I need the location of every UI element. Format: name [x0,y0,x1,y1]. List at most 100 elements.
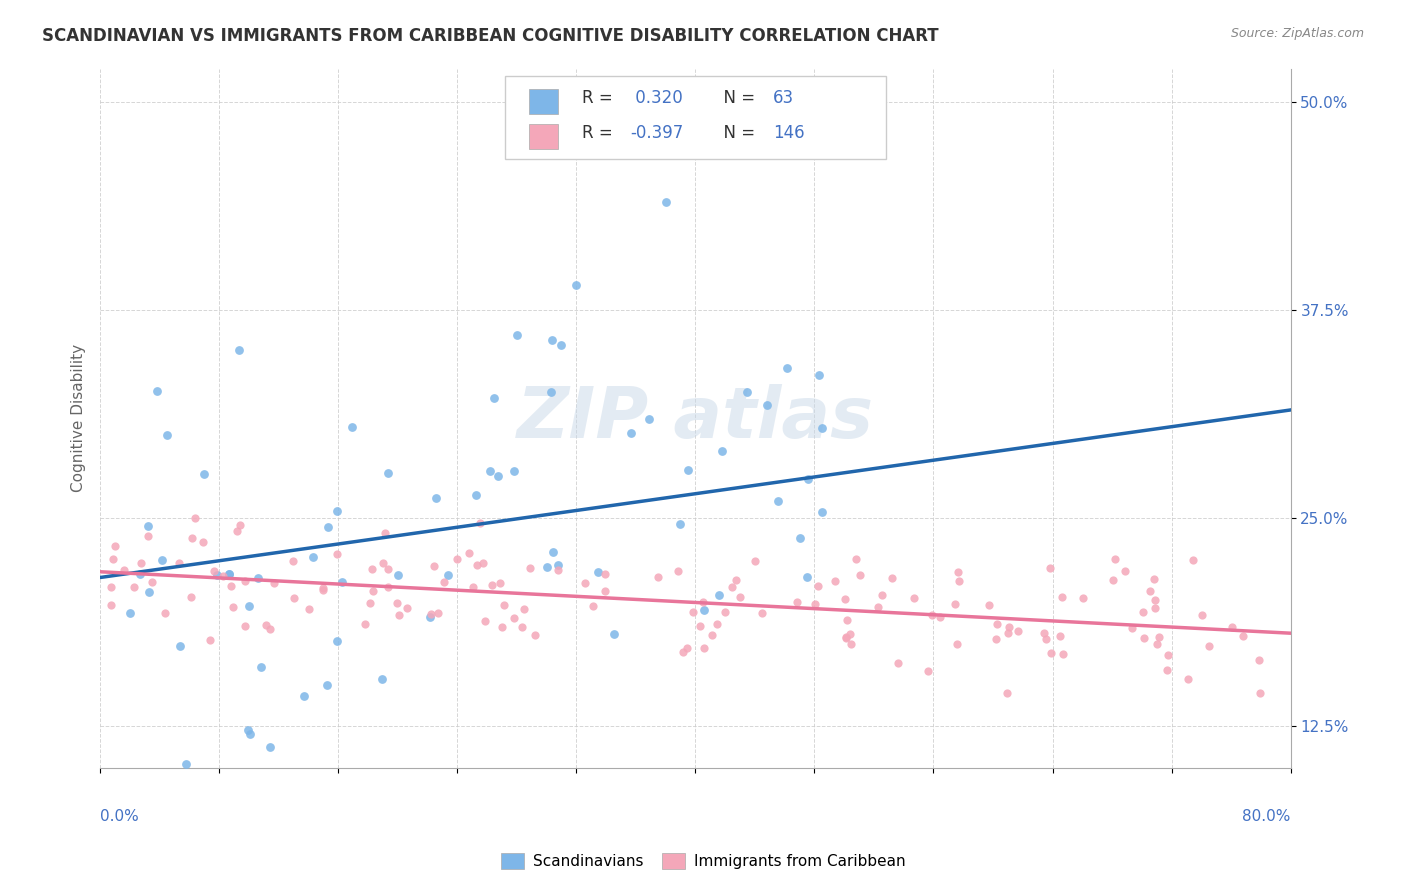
Point [330,574,353,589]
Point [997,686,1019,700]
Point [797,472,820,486]
Point [180,531,202,545]
Point [586,565,609,579]
Point [574,576,596,591]
Point [246,571,269,585]
Point [1249,685,1271,699]
Point [512,620,534,634]
Point [536,559,558,574]
Point [1247,653,1270,667]
Point [218,567,240,582]
Point [1121,621,1143,635]
Point [676,640,699,655]
Point [948,574,970,588]
Point [1071,591,1094,606]
Point [146,384,169,399]
Point [835,630,858,644]
Point [1177,672,1199,686]
Point [478,464,501,478]
Point [547,563,569,577]
Point [1220,620,1243,634]
Point [693,603,716,617]
Point [167,556,190,570]
Point [811,505,834,519]
Point [465,488,488,502]
Point [984,632,1007,646]
Point [502,464,524,478]
Point [519,561,541,575]
Point [124,580,146,594]
Text: N =: N = [713,124,761,142]
Text: -0.397: -0.397 [630,124,683,142]
Point [212,569,235,583]
Point [465,558,488,573]
Point [377,580,399,594]
Point [141,574,163,589]
Point [808,368,831,383]
Point [1198,639,1220,653]
Point [1156,663,1178,677]
Point [1139,584,1161,599]
Point [326,548,349,562]
Point [219,578,242,592]
Point [603,627,626,641]
Point [702,627,724,641]
Point [706,616,728,631]
FancyBboxPatch shape [529,89,558,114]
Point [728,591,751,605]
Point [540,333,562,347]
Text: 0.320: 0.320 [630,89,683,107]
Point [997,626,1019,640]
Point [513,602,536,616]
Point [744,554,766,568]
Point [385,596,408,610]
Point [492,599,515,613]
Point [433,575,456,590]
Point [236,723,259,738]
Point [582,599,605,613]
Text: Source: ZipAtlas.com: Source: ZipAtlas.com [1230,27,1364,40]
Point [422,558,444,573]
Point [371,672,394,686]
Point [838,627,860,641]
Point [129,567,152,582]
Point [1132,605,1154,619]
Point [709,589,731,603]
Point [191,535,214,549]
Text: 0.0%: 0.0% [100,809,139,824]
Text: R =: R = [582,89,619,107]
Point [849,568,872,582]
Point [205,568,228,582]
Point [484,391,506,405]
Point [979,599,1001,613]
Point [419,609,441,624]
Point [835,631,858,645]
Point [682,605,704,619]
Point [887,656,910,670]
Point [543,545,565,559]
Point [834,591,856,606]
Point [342,420,364,434]
Text: ZIP atlas: ZIP atlas [517,384,875,452]
Point [948,565,970,579]
Point [436,568,458,582]
Point [298,602,321,616]
Point [180,590,202,604]
Point [1033,625,1056,640]
Point [259,739,281,754]
Point [377,466,399,480]
Point [1050,590,1073,604]
Text: 63: 63 [773,89,794,107]
Point [353,617,375,632]
Point [721,580,744,594]
Point [316,678,339,692]
Point [1191,607,1213,622]
Point [427,606,450,620]
Point [725,573,748,587]
Point [786,595,808,609]
Point [1039,561,1062,575]
Point [502,610,524,624]
Point [193,467,215,482]
Y-axis label: Cognitive Disability: Cognitive Disability [72,344,86,492]
Point [200,632,222,647]
